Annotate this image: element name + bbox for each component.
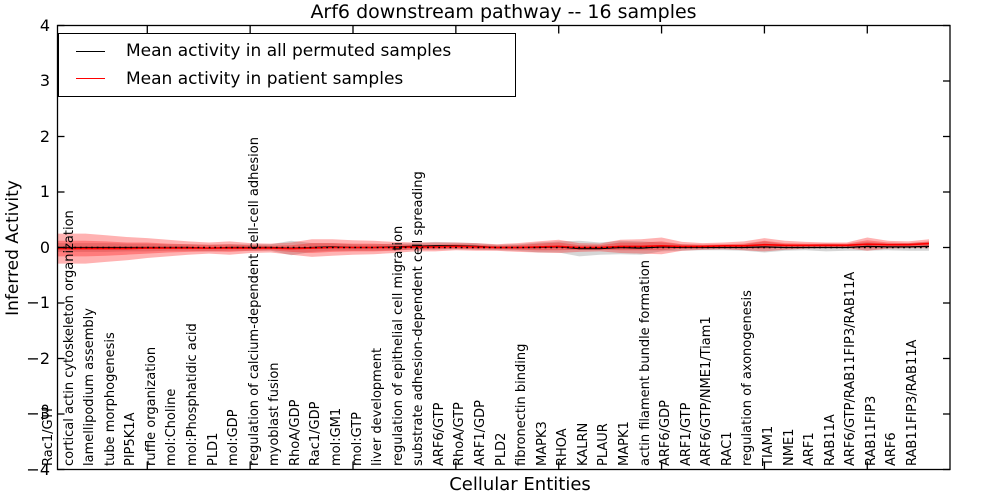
x-tick-label: regulation of calcium-dependent cell-cel…	[246, 137, 262, 466]
x-tick-label: mol:Choline	[164, 388, 180, 466]
x-tick-label: regulation of epithelial cell migration	[390, 225, 406, 466]
legend-label-patient: Mean activity in patient samples	[126, 68, 404, 89]
x-tick-label: ARF6/GTP	[431, 402, 447, 466]
y-tick-label: 1	[39, 182, 50, 201]
x-tick-label: Rac1/GTP	[41, 404, 56, 466]
y-tick-label: −2	[26, 348, 50, 368]
x-tick-label: mol:GTP	[349, 412, 365, 466]
x-axis-label: Cellular Entities	[449, 474, 591, 495]
x-tick-label: ARF6/GDP	[658, 400, 674, 466]
x-tick-label: MAPK1	[617, 421, 632, 466]
y-tick-label: 0	[39, 237, 50, 257]
x-tick-label: RAB11FIP3/RAB11A	[905, 339, 920, 466]
x-tick-label: NME1	[781, 428, 797, 466]
x-tick-label: fibronectin binding	[514, 343, 530, 466]
x-tick-label: TIAM1	[761, 425, 776, 466]
patient-band-inner	[57, 240, 929, 257]
legend-entry-permuted: Mean activity in all permuted samples	[59, 41, 515, 61]
x-tick-label: ruffle organization	[143, 346, 159, 466]
x-tick-label: RAB11A	[822, 414, 838, 466]
y-tick-label: −1	[26, 293, 50, 312]
x-tick-label: RAB11FIP3	[863, 395, 879, 466]
x-tick-label: cortical actin cytoskeleton organization	[61, 210, 77, 466]
y-tick-label: 2	[39, 126, 50, 146]
y-tick-label: 3	[39, 71, 50, 90]
legend-entry-patient: Mean activity in patient samples	[59, 69, 515, 89]
x-tick-label: lamellipodium assembly	[82, 308, 98, 466]
x-tick-label: ARF1/GDP	[473, 400, 488, 466]
x-tick-label: KALRN	[575, 422, 591, 466]
patient-line-swatch	[76, 78, 105, 80]
y-tick-label: −4	[26, 459, 50, 479]
patient-mean-line	[57, 242, 930, 250]
y-tick-label: 4	[39, 15, 50, 35]
x-tick-label: MAPK3	[534, 421, 550, 466]
x-tick-label: ARF6/GTP/NME1/Tiam1	[699, 316, 715, 466]
legend-label-permuted: Mean activity in all permuted samples	[126, 41, 452, 62]
legend: Mean activity in all permuted samples Me…	[58, 33, 516, 97]
x-tick-label: ARF6	[884, 432, 900, 466]
x-tick-label: Rac1/GDP	[308, 401, 324, 466]
x-tick-label: RAC1	[719, 431, 735, 466]
x-tick-label: myoblast fusion	[267, 362, 283, 466]
x-tick-label: mol:GM1	[329, 407, 344, 466]
x-tick-label: substrate adhesion-dependent cell spread…	[411, 171, 427, 466]
x-tick-label: tube morphogenesis	[102, 332, 118, 466]
x-tick-label: PLAUR	[596, 423, 612, 466]
x-tick-label: ARF1	[802, 432, 818, 466]
x-tick-label: mol:Phosphatidic acid	[185, 323, 200, 466]
x-tick-label: RhoA/GDP	[287, 399, 303, 466]
permuted-line-swatch	[76, 50, 105, 52]
patient-band-outer	[57, 233, 929, 264]
chart-title: Arf6 downstream pathway -- 16 samples	[310, 1, 697, 23]
x-tick-label: PLD2	[493, 432, 509, 466]
y-tick-label: −3	[26, 404, 50, 423]
x-tick-label: PIP5K1A	[123, 412, 139, 466]
x-tick-label: PLD1	[205, 432, 221, 466]
x-tick-label: RhoA/GTP	[452, 402, 468, 466]
x-tick-label: regulation of axonogenesis	[740, 290, 756, 466]
x-tick-label: ARF6/GTP/RAB11FIP3/RAB11A	[843, 271, 859, 466]
x-tick-label: RHOA	[555, 428, 571, 466]
x-tick-label: actin filament bundle formation	[637, 260, 653, 466]
x-tick-label: liver development	[370, 347, 386, 466]
x-tick-label: ARF1/GTP	[678, 402, 694, 466]
x-tick-label: mol:GDP	[226, 409, 242, 466]
permuted-band	[57, 240, 929, 257]
